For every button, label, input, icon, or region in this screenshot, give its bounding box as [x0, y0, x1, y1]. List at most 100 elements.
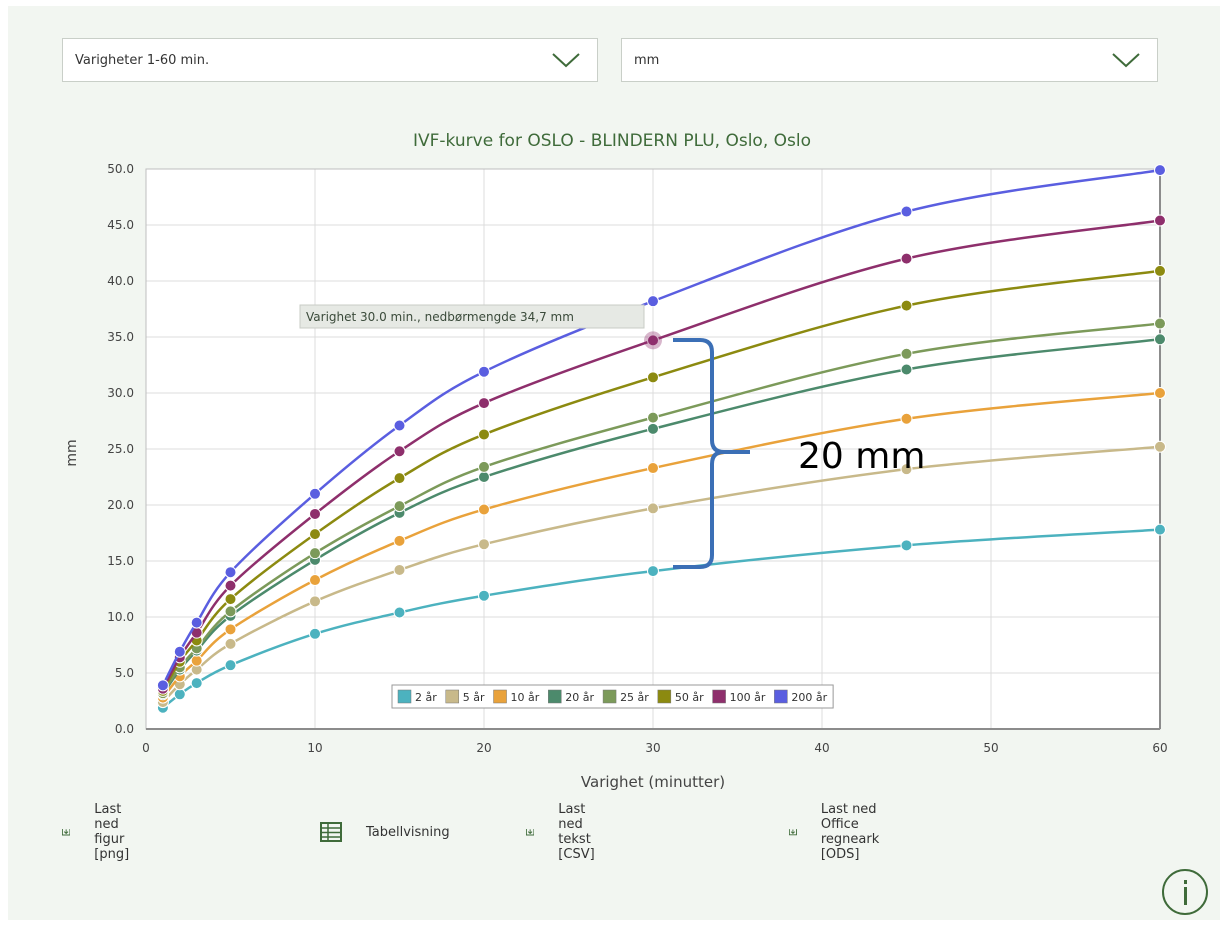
data-point[interactable] [900, 252, 913, 265]
download-png-button[interactable]: Last ned figur [png] [62, 802, 143, 862]
annotation-label: 20 mm [798, 436, 925, 477]
data-point[interactable] [309, 507, 321, 520]
legend-swatch [397, 689, 412, 704]
x-axis-label: Varighet (minutter) [581, 773, 725, 791]
data-point[interactable] [224, 593, 237, 606]
data-point[interactable] [393, 563, 406, 576]
data-point[interactable] [900, 363, 913, 376]
data-point[interactable] [478, 471, 490, 483]
chevron-down-icon [1112, 53, 1140, 68]
data-point[interactable] [900, 347, 913, 360]
data-point[interactable] [478, 589, 490, 602]
data-point[interactable] [224, 605, 237, 618]
data-point[interactable] [478, 365, 490, 378]
brace-shape [673, 338, 750, 569]
data-point[interactable] [900, 412, 913, 425]
data-point[interactable] [647, 334, 659, 347]
legend-item[interactable]: 5 år [445, 689, 485, 704]
data-point[interactable] [224, 659, 237, 672]
data-point[interactable] [900, 463, 913, 476]
data-point[interactable] [1154, 164, 1166, 177]
info-icon-dot [1184, 880, 1187, 884]
y-tick-label: 15.0 [107, 554, 134, 568]
data-point[interactable] [900, 205, 913, 218]
table-view-button[interactable]: Tabellvisning [320, 818, 450, 846]
y-tick-label: 5.0 [115, 666, 134, 680]
legend-label: 100 år [730, 691, 766, 704]
legend-item[interactable]: 20 år [548, 689, 595, 704]
data-point[interactable] [224, 566, 237, 579]
data-point[interactable] [393, 534, 406, 547]
data-point[interactable] [173, 688, 186, 701]
data-point[interactable] [156, 679, 169, 692]
x-tick-label: 50 [983, 741, 998, 755]
data-point[interactable] [393, 500, 406, 513]
legend-item[interactable]: 100 år [712, 689, 766, 704]
data-point[interactable] [309, 528, 321, 541]
data-point[interactable] [393, 445, 406, 458]
annotation-brace: 20 mm [673, 338, 925, 569]
chart-legend: 2 år 5 år 10 år 20 år 25 år 50 år 100 år 200 år [391, 684, 834, 709]
download-csv-button[interactable]: Last ned tekst [CSV] [526, 802, 608, 862]
legend-swatch [548, 689, 562, 704]
data-point[interactable] [309, 487, 321, 500]
table-view-label: Tabellvisning [366, 824, 450, 840]
legend-swatch [493, 689, 507, 704]
legend-label: 10 år [511, 691, 540, 704]
data-point[interactable] [1154, 440, 1166, 453]
legend-label: 20 år [565, 691, 594, 704]
data-point[interactable] [900, 539, 913, 552]
download-ods-button[interactable]: Last ned Office regneark [ODS] [789, 802, 893, 862]
data-point[interactable] [190, 654, 203, 667]
data-point[interactable] [309, 627, 321, 640]
data-point[interactable] [478, 503, 490, 516]
data-point[interactable] [1154, 264, 1166, 277]
data-point[interactable] [393, 419, 406, 432]
legend-item[interactable]: 10 år [493, 689, 540, 704]
data-point[interactable] [647, 371, 659, 384]
data-point[interactable] [647, 295, 659, 308]
data-point[interactable] [647, 422, 659, 435]
legend-label: 50 år [675, 691, 704, 704]
data-point[interactable] [224, 637, 237, 650]
x-tick-label: 30 [645, 741, 660, 755]
legend-item[interactable]: 25 år [602, 689, 649, 704]
chart-tooltip: Varighet 30.0 min., nedbørmengde 34,7 mm [299, 304, 645, 329]
data-point[interactable] [478, 538, 490, 551]
data-point[interactable] [393, 472, 406, 485]
data-point[interactable] [224, 623, 237, 636]
download-csv-label: Last ned tekst [CSV] [558, 802, 595, 862]
data-point[interactable] [478, 460, 490, 473]
highlighted-point[interactable] [644, 331, 662, 350]
data-point[interactable] [190, 677, 203, 690]
download-png-label: Last ned figur [png] [94, 802, 130, 862]
data-point[interactable] [647, 502, 659, 515]
unit-select[interactable]: mm [621, 38, 1158, 82]
x-tick-label: 40 [814, 741, 829, 755]
duration-select[interactable]: Varigheter 1-60 min. [62, 38, 598, 82]
info-button[interactable] [1162, 869, 1208, 915]
data-point[interactable] [1154, 387, 1166, 399]
data-point[interactable] [647, 565, 659, 578]
data-point[interactable] [309, 547, 321, 560]
data-point[interactable] [900, 299, 913, 312]
data-point[interactable] [393, 606, 406, 619]
legend-item[interactable]: 50 år [657, 689, 704, 704]
data-point[interactable] [309, 595, 321, 608]
data-point[interactable] [478, 428, 490, 441]
data-point[interactable] [1154, 333, 1166, 346]
data-point[interactable] [1154, 317, 1166, 330]
legend-item[interactable]: 200 år [774, 689, 828, 704]
data-point[interactable] [173, 645, 186, 658]
y-tick-label: 10.0 [107, 610, 134, 624]
data-point[interactable] [647, 411, 659, 424]
data-point[interactable] [190, 616, 203, 629]
legend-item[interactable]: 2 år [397, 689, 437, 704]
data-point[interactable] [224, 579, 237, 592]
info-icon-bar [1184, 887, 1187, 905]
data-point[interactable] [478, 397, 490, 410]
data-point[interactable] [1154, 523, 1166, 536]
data-point[interactable] [647, 462, 659, 475]
data-point[interactable] [1154, 214, 1166, 227]
data-point[interactable] [309, 574, 321, 587]
